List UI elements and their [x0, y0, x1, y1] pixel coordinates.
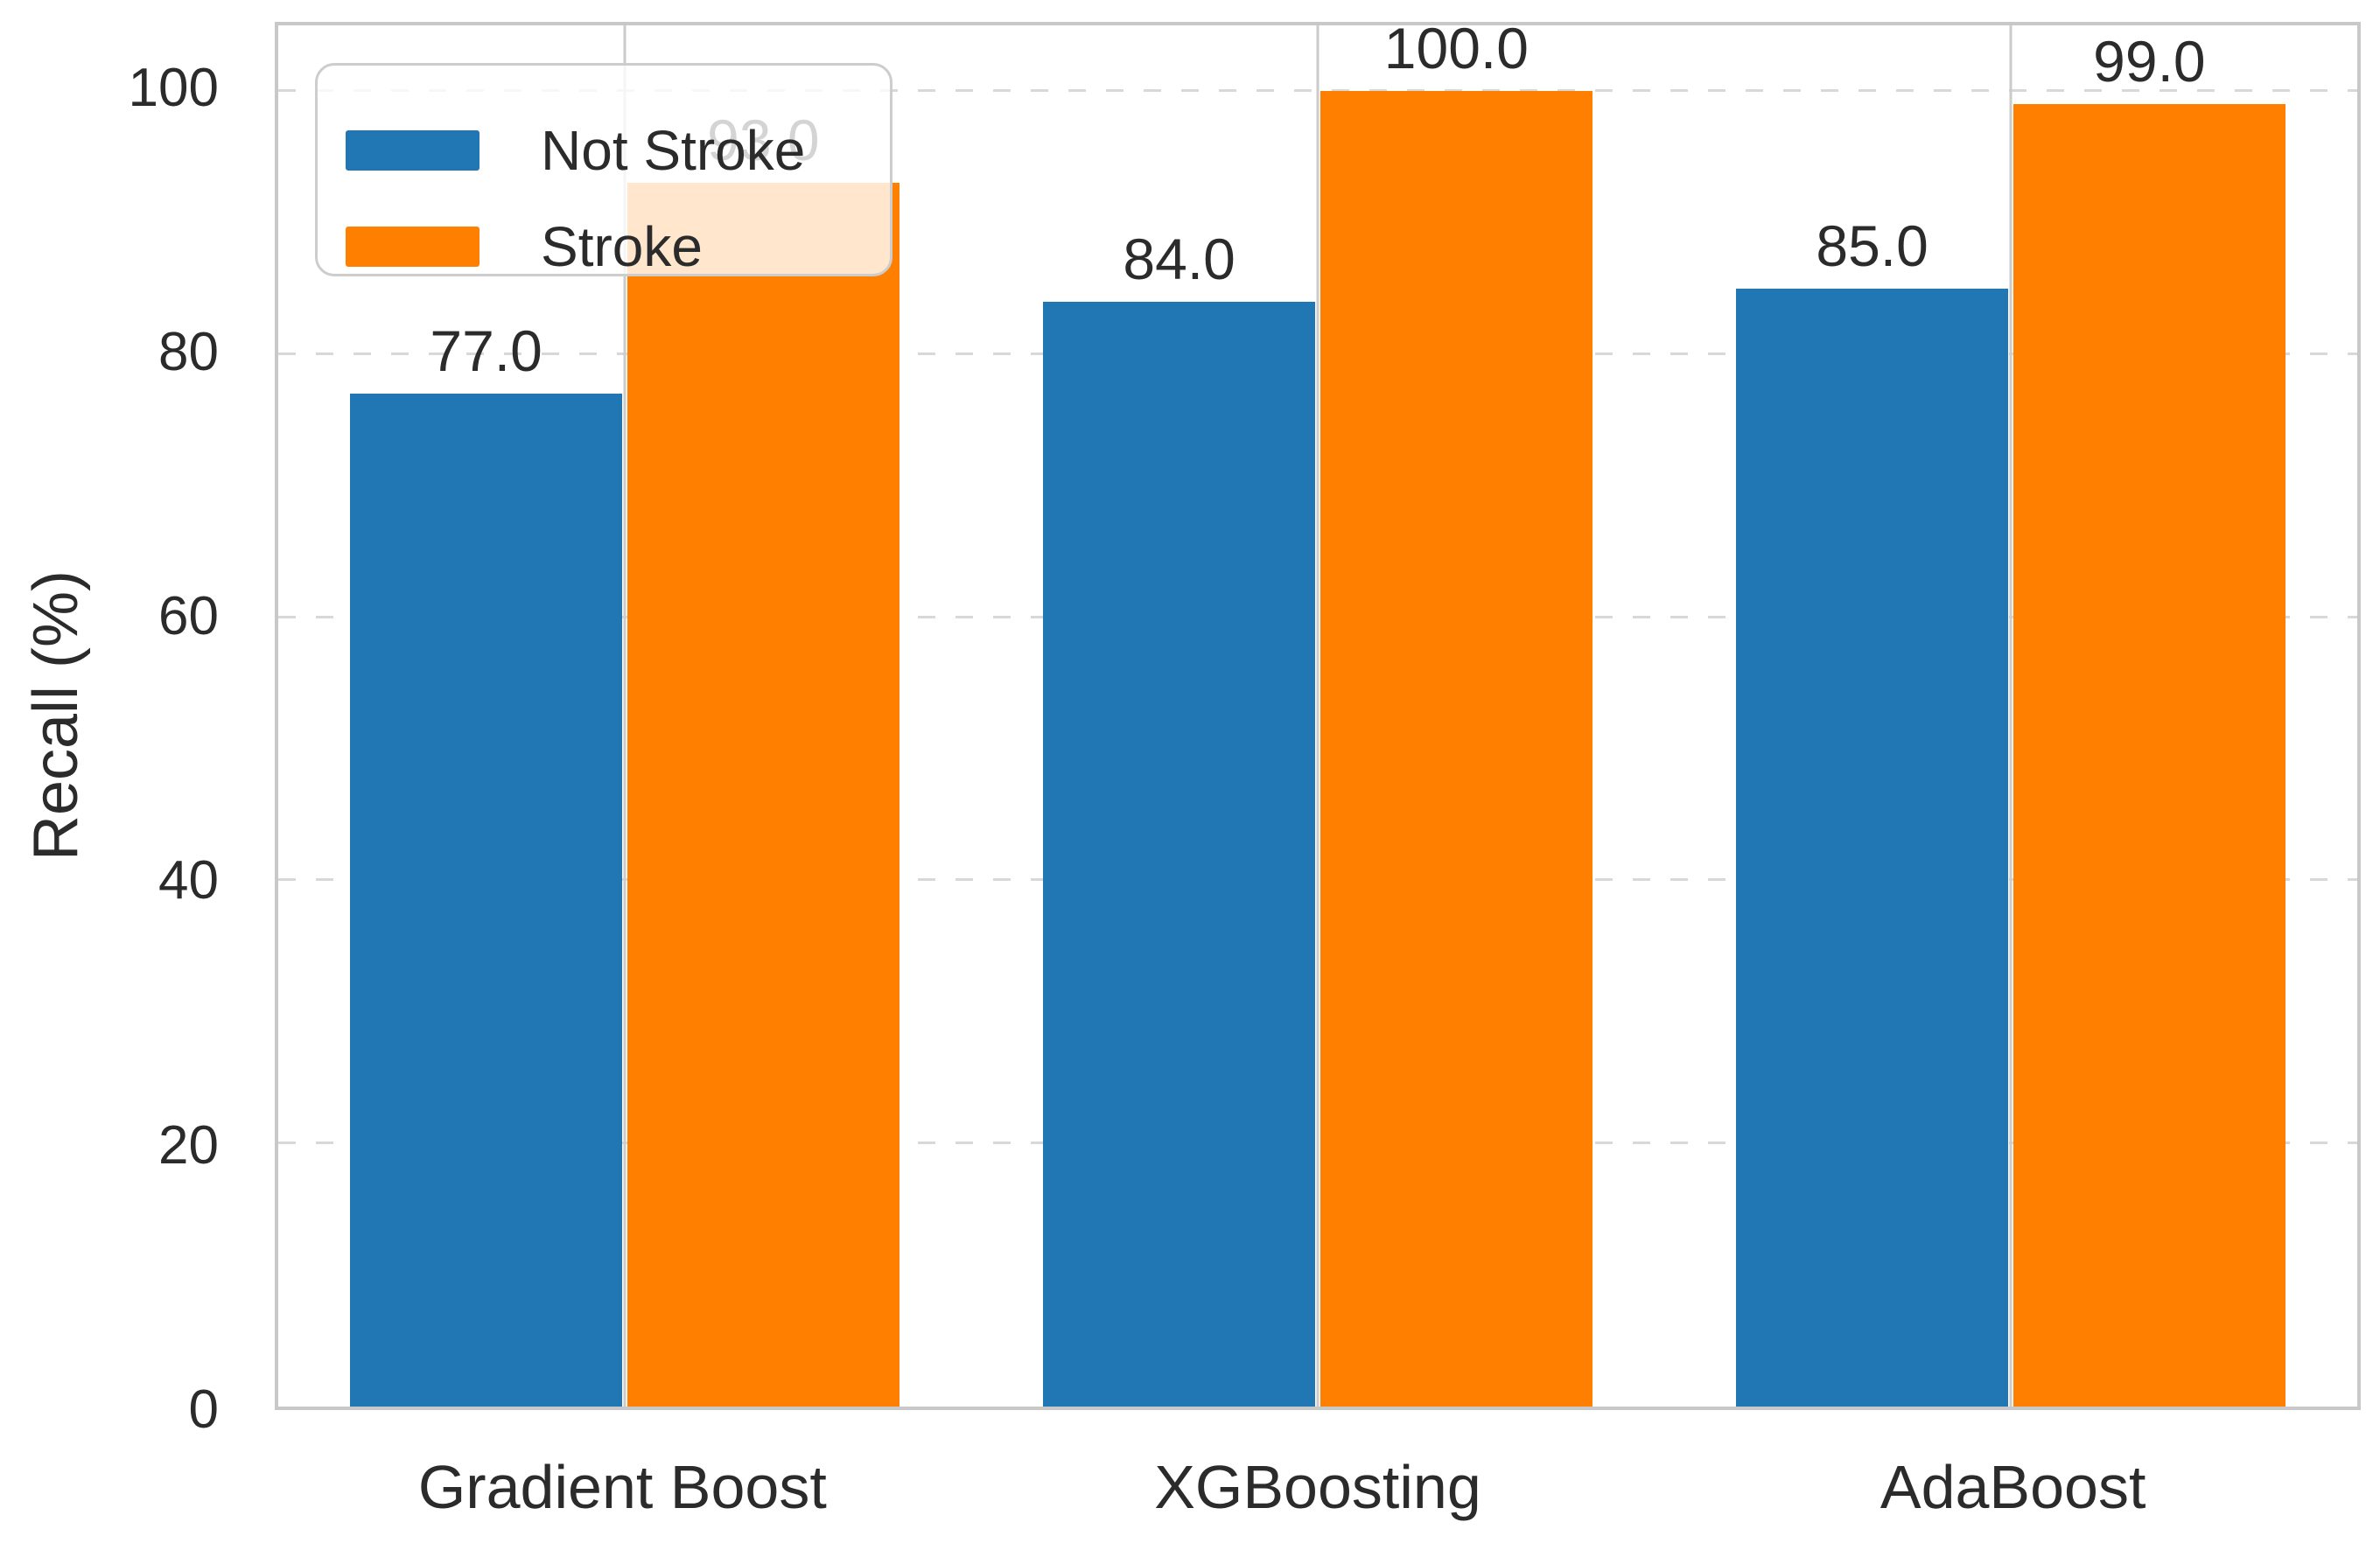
- bar-value-label: 77.0: [430, 318, 542, 384]
- y-tick-label: 0: [188, 1379, 219, 1440]
- y-tick-label: 60: [158, 586, 219, 647]
- v-gridline: [2009, 25, 2012, 1407]
- y-tick-label: 100: [128, 57, 219, 118]
- bar-value-label: 99.0: [2093, 29, 2206, 94]
- legend-swatch-stroke: [346, 227, 480, 267]
- v-gridline: [623, 25, 626, 1407]
- y-tick-label: 40: [158, 850, 219, 911]
- bar-not-stroke: [1736, 288, 2008, 1407]
- bar-stroke: [626, 183, 900, 1407]
- bar-not-stroke: [1043, 301, 1315, 1407]
- legend: Not Stroke Stroke: [315, 63, 892, 277]
- x-tick-label: XGBoosting: [1154, 1453, 1481, 1521]
- bar-stroke: [1320, 91, 1592, 1407]
- bar-stroke: [2013, 104, 2286, 1407]
- y-tick-label: 20: [158, 1114, 219, 1176]
- bar-value-label: 85.0: [1816, 213, 1928, 278]
- plot-area: Not Stroke Stroke 77.084.085.093.0100.09…: [275, 16, 2361, 1410]
- legend-item-stroke: Stroke: [346, 216, 872, 277]
- x-tick-label: Gradient Boost: [417, 1453, 827, 1521]
- legend-item-not-stroke: Not Stroke: [346, 120, 872, 181]
- bar-not-stroke: [350, 394, 622, 1407]
- x-axis: Gradient Boost XGBoosting AdaBoost: [275, 1442, 2361, 1538]
- y-axis: 0 20 40 60 80 100: [0, 22, 275, 1440]
- v-gridline: [1316, 25, 1320, 1407]
- bar-value-label: 100.0: [1383, 16, 1529, 81]
- legend-swatch-not-stroke: [346, 130, 480, 171]
- legend-label-not-stroke: Not Stroke: [541, 119, 806, 182]
- bar-value-label: 84.0: [1123, 226, 1236, 291]
- y-tick-label: 80: [158, 321, 219, 382]
- x-tick-label: AdaBoost: [1880, 1453, 2146, 1521]
- legend-label-stroke: Stroke: [541, 215, 703, 278]
